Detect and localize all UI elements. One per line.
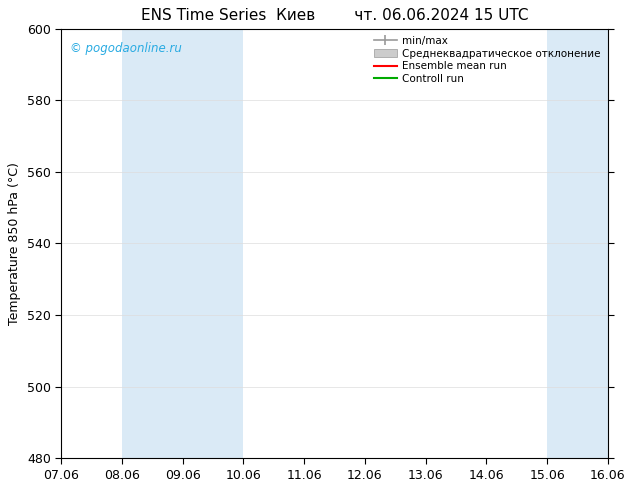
Text: © pogodaonline.ru: © pogodaonline.ru [70,42,181,54]
Bar [122,29,243,458]
Title: ENS Time Series  Киев        чт. 06.06.2024 15 UTC: ENS Time Series Киев чт. 06.06.2024 15 U… [141,8,528,24]
Bar [547,29,634,458]
Y-axis label: Temperature 850 hPa (°C): Temperature 850 hPa (°C) [8,162,22,325]
Legend: min/max, Среднеквадратическое отклонение, Ensemble mean run, Controll run: min/max, Среднеквадратическое отклонение… [372,34,603,86]
